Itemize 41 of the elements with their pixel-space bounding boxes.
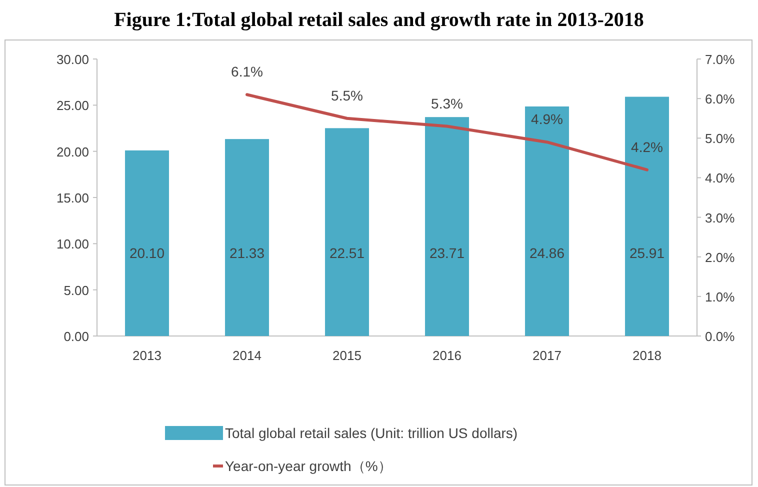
chart-title: Figure 1:Total global retail sales and growth rate in 2013-2018 — [114, 9, 644, 31]
data-label: 21.33 — [229, 245, 265, 261]
y2-tick-label: 2.0% — [705, 250, 736, 265]
y-tick-label: 0.00 — [64, 329, 89, 344]
y-tick-label: 5.00 — [64, 282, 89, 298]
data-label: 25.91 — [629, 245, 665, 261]
y2-tick-label: 7.0% — [705, 52, 736, 67]
y-tick-label: 15.00 — [56, 190, 89, 206]
y-tick-label: 25.00 — [56, 98, 89, 114]
y2-tick-label: 4.0% — [705, 170, 736, 186]
data-label: 5.3% — [431, 95, 463, 112]
y2-tick-label: 3.0% — [705, 210, 736, 226]
y2-tick-label: 5.0% — [705, 131, 736, 146]
y-tick-label: 20.00 — [56, 144, 89, 160]
x-tick-label: 2013 — [132, 348, 162, 363]
data-label: 22.51 — [329, 245, 365, 261]
data-label: 5.5% — [331, 87, 363, 104]
legend-label: Year-on-year growth（%） — [225, 458, 392, 474]
data-label: 20.10 — [129, 245, 165, 261]
bar — [325, 128, 369, 336]
x-tick-label: 2017 — [532, 348, 562, 363]
data-label: 24.86 — [529, 245, 565, 261]
bar — [425, 117, 469, 336]
y2-tick-label: 1.0% — [705, 289, 736, 304]
y-tick-label: 10.00 — [56, 236, 89, 252]
y2-tick-label: 6.0% — [705, 92, 736, 107]
y2-tick-label: 0.0% — [705, 329, 736, 344]
bar — [525, 106, 569, 336]
data-label: 4.9% — [531, 111, 563, 128]
x-tick-label: 2014 — [232, 348, 262, 363]
x-tick-label: 2015 — [332, 348, 362, 363]
y-tick-label: 30.00 — [56, 52, 89, 67]
data-label: 4.2% — [631, 138, 663, 155]
bar — [625, 96, 669, 336]
x-tick-label: 2018 — [632, 348, 662, 363]
bar — [225, 139, 269, 336]
data-label: 23.71 — [429, 245, 465, 261]
bar — [125, 150, 169, 336]
data-label: 6.1% — [231, 64, 263, 80]
x-tick-label: 2016 — [432, 348, 462, 363]
legend-label: Total global retail sales (Unit: trillion US dollars) — [225, 425, 518, 441]
